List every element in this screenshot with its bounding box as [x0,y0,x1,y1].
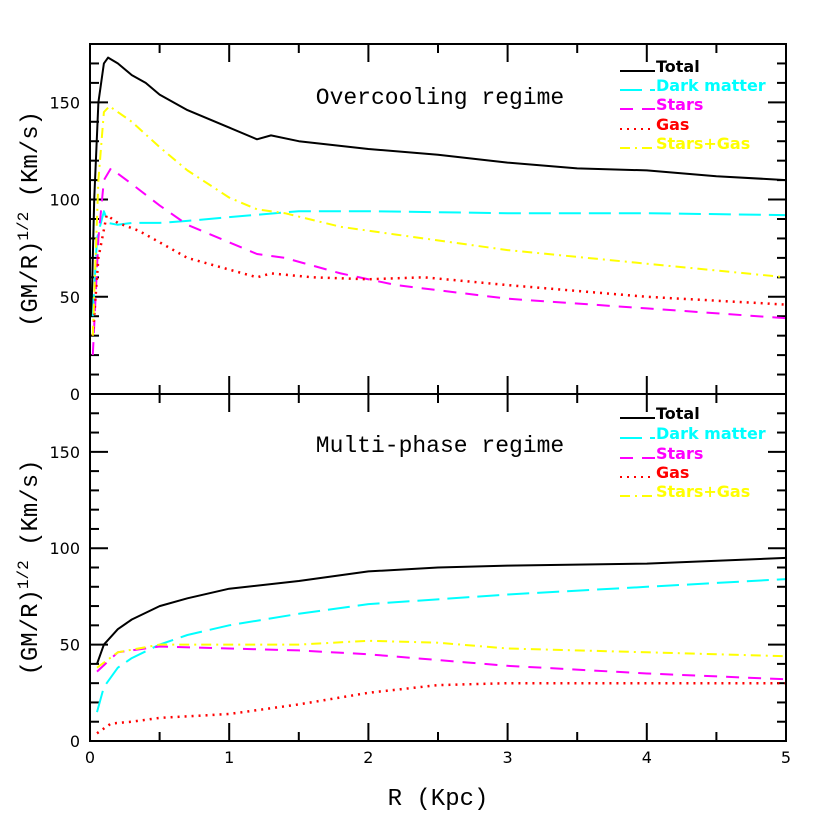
legend-label: Total [656,404,700,423]
series-line-dark-matter [96,578,787,713]
series-line-stars [91,167,787,356]
y-label-base: (GM/R) [18,589,45,675]
y-label-unit: (Km/s) [18,111,45,212]
series-line-dark-matter [91,210,787,317]
legend-label: Total [656,57,700,76]
x-tick-label: 3 [503,748,513,767]
y-label-exponent: 1/2 [15,560,33,589]
y-label-base: (GM/R) [18,241,45,327]
x-tick-label: 0 [85,748,95,767]
y-tick-label: 50 [60,636,80,655]
y-tick-label: 0 [70,732,80,751]
y-tick-label: 150 [49,443,80,462]
y-label-exponent: 1/2 [15,212,33,241]
y-label-unit: (Km/s) [18,459,45,560]
series-line-gas [96,681,786,735]
series-line-stars-gas [91,105,787,336]
x-tick-label: 5 [781,748,791,767]
y-tick-label: 150 [49,93,80,112]
y-tick-label: 50 [60,288,80,307]
legend-label: Dark matter [656,76,766,95]
legend-label: Gas [656,115,689,134]
y-axis-label: (GM/R)1/2 (Km/s) [15,459,45,675]
y-tick-label: 100 [49,191,80,210]
plot-frame [89,43,787,742]
legend-label: Stars+Gas [656,134,750,153]
legend-label: Stars [656,444,703,463]
series-line-total [96,556,787,665]
series-line-stars [96,645,787,681]
legend-label: Stars+Gas [656,482,750,501]
y-tick-label: 0 [70,385,80,404]
x-tick-label: 4 [642,748,652,767]
y-axis-label: (GM/R)1/2 (Km/s) [15,111,45,327]
panel-2: 0 50 100 150 0 1 2 3 4 5 R (Kpc) (GM/R)1/2 (Km/s) To… [15,393,791,813]
panel-title: Overcooling regime [316,85,564,111]
x-axis-label: R (Kpc) [388,786,489,813]
panel-title: Multi-phase regime [316,433,564,459]
y-tick-label: 100 [49,539,80,558]
x-tick-label: 2 [363,748,373,767]
series-line-stars-gas [96,639,787,669]
series-line-gas [91,213,787,336]
legend-label: Stars [656,95,703,114]
legend-label: Gas [656,463,689,482]
legend-label: Dark matter [656,424,766,443]
series-line-total [90,56,787,317]
x-tick-label: 1 [224,748,234,767]
